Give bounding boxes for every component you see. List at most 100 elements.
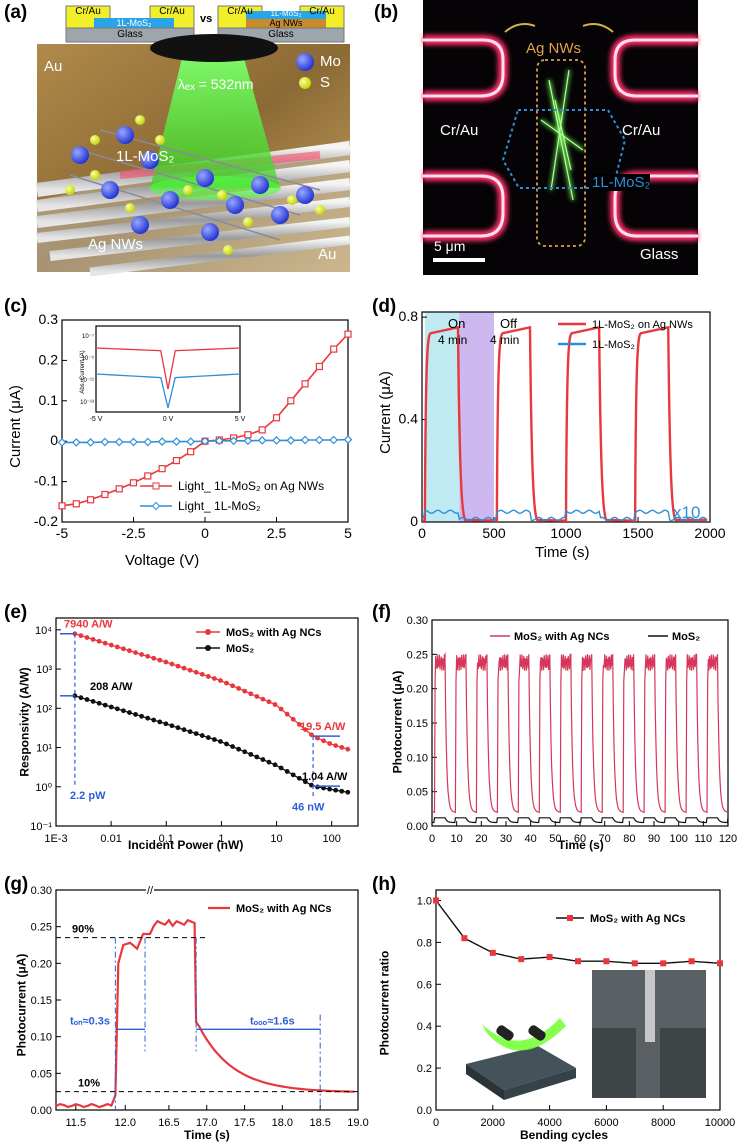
chart-h-series-0-point <box>660 960 667 967</box>
device-left-channel-label: 1L-MoS₂ <box>116 18 152 28</box>
chart-e-series-0-point <box>205 674 211 679</box>
chart-f-legend-text-0: MoS₂ with Ag NCs <box>514 631 610 643</box>
chart-d-ytick-label-1: 0.4 <box>399 411 419 427</box>
device-right-nanowire-label: Ag NWs <box>269 18 303 28</box>
bending-stage-front <box>504 1068 576 1100</box>
chart-e-series-1-point <box>187 729 193 735</box>
chart-g-ytick-label-6: 0.30 <box>31 885 52 897</box>
chart-c-inset-ytick-3: 10⁻¹³ <box>80 400 94 406</box>
panel-a-illustration <box>36 5 351 277</box>
chart-e-series-1-point <box>290 772 296 778</box>
chart-e-series-1-point <box>127 710 132 715</box>
chart-h-ytick-label-4: 0.8 <box>417 937 432 949</box>
chart-h-series-0-point <box>518 956 525 963</box>
chart-h-ytick-label-5: 1.0 <box>417 895 432 907</box>
mo-atoms <box>71 126 314 241</box>
chart-g-ytick-label-2: 0.10 <box>31 1032 52 1044</box>
device-left-electrode-label: Cr/Au <box>75 6 101 17</box>
chart-c-inset-frame <box>95 325 241 413</box>
chart-g-xtick-label-4: 17.5 <box>234 1117 255 1129</box>
chart-e-series-0-point <box>84 635 90 640</box>
agnw-micrograph-label: Ag NWs <box>526 40 582 57</box>
chart-e-series-1-point <box>236 746 242 752</box>
device-right-substrate-label: Glass <box>268 29 294 40</box>
chart-e-series-1-point <box>84 697 90 702</box>
chart-e-series-0-point <box>121 646 126 652</box>
chart-d-xtick-label-2: 1000 <box>550 525 581 541</box>
panel-b-micrograph <box>423 0 698 275</box>
device-schematic-left <box>65 5 195 43</box>
chart-e-series-0-point <box>309 732 314 738</box>
chart-h-xtick-label-5: 10000 <box>705 1117 736 1129</box>
chart-d-xtick-label-1: 500 <box>482 525 506 541</box>
chart-h-ytick-label-3: 0.6 <box>417 979 432 991</box>
chart-h-xtick-label-1: 2000 <box>481 1117 505 1129</box>
chart-f-xtick-label-2: 20 <box>475 833 487 845</box>
chart-e-xtick-label-1: 0.01 <box>100 833 121 845</box>
chart-c-xtick-label-2: 0 <box>201 525 209 541</box>
chart-c-ylabel: Current (μA) <box>6 385 24 468</box>
chart-e-series-0-point <box>211 676 217 681</box>
chart-e-series-1-point <box>242 749 248 755</box>
chart-f-ytick-label-0: 0.00 <box>407 821 428 833</box>
chart-e-series-0-point <box>163 659 169 665</box>
device-right-electrode-label: Cr/Au <box>227 6 253 17</box>
chart-h: 0 2000 4000 6000 8000 10000 0.0 0.2 0.4 0.6 0.8 1.0… <box>417 889 736 1129</box>
chart-h-legend-text-0: MoS₂ with Ag NCs <box>590 913 686 925</box>
chart-c-series-1-point <box>343 435 353 444</box>
chart-f-xtick-label-9: 90 <box>648 833 660 845</box>
chart-e: 1E-3 0.01 0.1 1 10 100 10⁻¹ 10⁰ 10¹ 10² 10³ 10⁴ MoS₂… <box>30 617 359 845</box>
chart-f-ytick-label-1: 0.05 <box>407 787 428 799</box>
chart-c-series-1-point <box>172 437 181 446</box>
chart-e-series-0-point <box>114 644 120 650</box>
bending-stage-side <box>466 1064 504 1100</box>
chart-f-series-0-line <box>431 651 729 814</box>
chart-e-series-1-point <box>345 789 351 795</box>
chart-e-series-1-point <box>139 713 144 719</box>
chart-e-series-1-point <box>327 786 333 792</box>
chart-g-xlabel: Time (s) <box>184 1128 230 1142</box>
chart-e-series-0-point <box>345 746 351 752</box>
bending-photo-right-block <box>660 1028 706 1098</box>
chart-c-ytick-label-4: 0.2 <box>39 351 59 367</box>
chart-f-ytick-label-6: 0.30 <box>407 615 428 627</box>
chart-c-series-0-point <box>144 472 152 480</box>
device-right-electrode-right-label: Cr/Au <box>309 6 335 17</box>
chart-e-annot-r3: 19.5 A/W <box>300 721 346 733</box>
chart-c-series-1-point <box>129 437 138 447</box>
bending-photo-spring <box>645 970 655 1042</box>
chart-e-series-1-point <box>339 788 345 794</box>
chart-e-series-1-point <box>175 725 181 731</box>
panel-label-f: (f) <box>372 602 391 623</box>
chart-e-annot-r1: 7940 A/W <box>64 619 113 631</box>
chart-c-series-0-point <box>315 362 323 371</box>
chart-f-xtick-label-1: 10 <box>451 833 463 845</box>
chart-h-series-0-point <box>631 960 638 967</box>
chart-c-legend-text-1: Light_ 1L-MoS₂ <box>178 499 261 513</box>
chart-c-xtick-label-3: 2.5 <box>267 525 287 541</box>
chart-e-series-0-point <box>302 727 308 732</box>
chart-c-series-0-point <box>272 414 281 422</box>
chart-e-series-0-point <box>224 680 229 686</box>
chart-e-legend-marker-0 <box>205 629 211 635</box>
chart-d: 0 500 1000 1500 2000 0 0.4 0.8 On 4 min Off 4 min x1… <box>399 308 726 541</box>
panel-label-e: (e) <box>4 602 28 623</box>
chart-e-series-1-point <box>108 704 114 710</box>
chart-e-series-1-point <box>181 727 187 733</box>
chart-e-legend-text-0: MoS₂ with Ag NCs <box>226 627 322 639</box>
chart-g-series-0-line <box>55 918 355 1109</box>
chart-c-xtick-label-0: -5 <box>56 525 69 541</box>
chart-c-ytick-label-3: 0.1 <box>39 392 59 408</box>
chart-g-xtick-label-1: 12.0 <box>115 1117 136 1129</box>
chart-d-on-time: 4 min <box>438 333 467 347</box>
chart-c-xtick-label-4: 5 <box>344 525 352 541</box>
chart-e-series-0-point <box>108 642 114 648</box>
chart-c-series-0-point <box>301 380 309 388</box>
chart-f-xtick-label-8: 80 <box>623 833 635 845</box>
chart-e-annot-r2: 208 A/W <box>90 681 133 693</box>
chart-e-series-0-point <box>169 661 175 667</box>
chart-c-ytick-label-5: 0.3 <box>39 311 59 327</box>
chart-h-series-0-line <box>435 900 721 964</box>
chart-e-series-0-point <box>102 640 108 646</box>
chart-e-ylabel: Responsivity (A/W) <box>17 667 32 777</box>
